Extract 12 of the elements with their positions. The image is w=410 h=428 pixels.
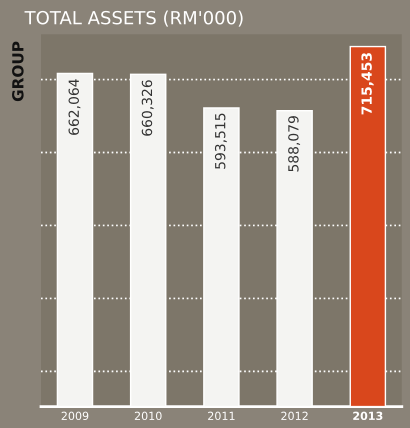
data-label: 715,453 [361,53,374,114]
x-tick-label: 2009 [62,412,88,420]
y-axis-title: GROUP [12,42,24,102]
data-label: 588,079 [288,116,300,172]
chart-title: TOTAL ASSETS (RM'000) [24,10,243,27]
x-tick-label: 2011 [208,412,235,420]
data-label: 660,326 [142,80,154,136]
x-tick-label: 2010 [134,412,162,420]
data-label: 662,064 [68,79,80,135]
x-tick-label: 2013 [353,412,382,420]
x-tick-label: 2012 [281,412,308,420]
data-label: 593,515 [214,114,227,169]
